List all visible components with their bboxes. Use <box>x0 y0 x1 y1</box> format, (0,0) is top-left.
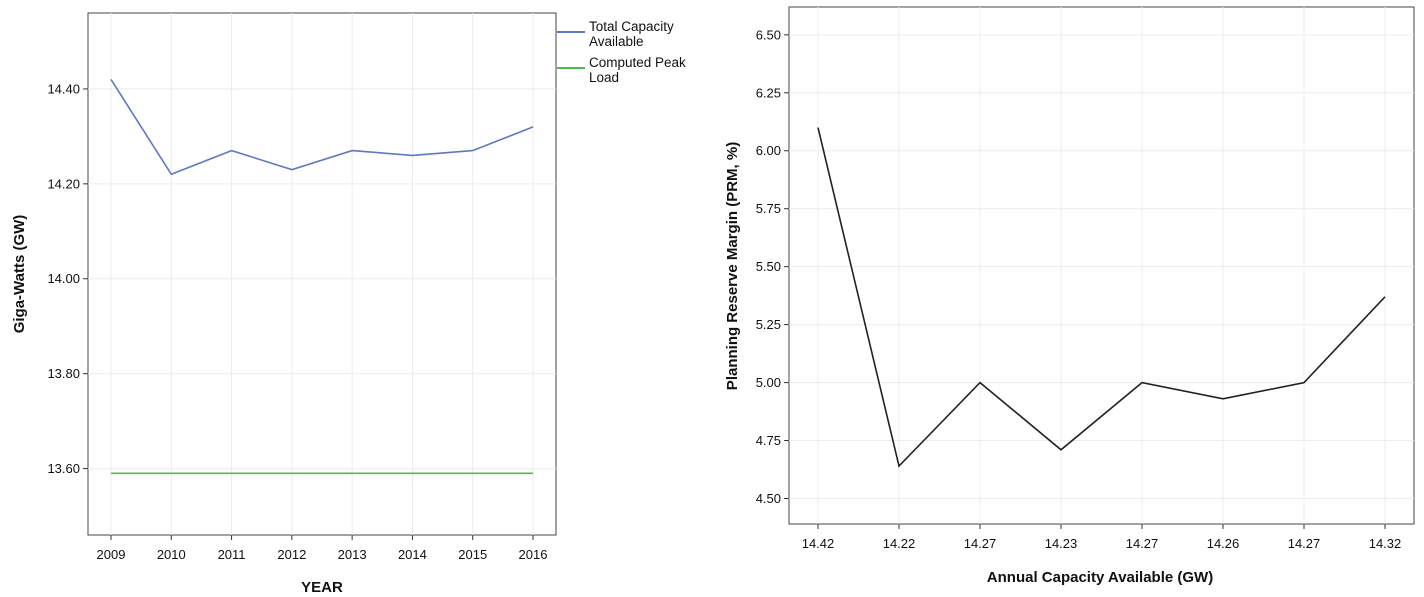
right-x-axis-title: Annual Capacity Available (GW) <box>987 569 1213 586</box>
x-tick-label: 2010 <box>157 547 186 562</box>
x-tick-label: 2015 <box>458 547 487 562</box>
x-tick-label: 14.26 <box>1207 536 1240 551</box>
series-line-0 <box>110 78 534 176</box>
x-tick-label: 2014 <box>398 547 427 562</box>
y-tick-label: 5.00 <box>756 375 781 390</box>
left-series-lines <box>110 78 534 475</box>
left-legend: Total Capacity Available Computed Peak Load <box>557 19 686 85</box>
y-tick-label: 14.00 <box>47 271 80 286</box>
y-tick-label: 6.25 <box>756 85 781 100</box>
y-tick-label: 13.80 <box>47 366 80 381</box>
x-tick-label: 2016 <box>519 547 548 562</box>
x-tick-label: 14.42 <box>802 536 835 551</box>
left-y-axis-title: Giga-Watts (GW) <box>11 215 28 334</box>
right-y-axis-title: Planning Reserve Margin (PRM, %) <box>724 142 741 390</box>
right-gridlines <box>789 7 1414 524</box>
series-line-0 <box>817 127 1386 468</box>
legend-item-0: Total Capacity Available <box>557 19 674 49</box>
x-tick-label: 14.27 <box>1288 536 1321 551</box>
y-tick-label: 5.25 <box>756 317 781 332</box>
right-series-lines <box>817 127 1386 468</box>
x-tick-label: 2013 <box>338 547 367 562</box>
right-x-axis-ticks: 14.42 14.22 14.27 14.23 14.27 14.26 14.27 14.32 <box>802 524 1402 551</box>
left-x-axis-ticks: 2009 2010 2011 2012 2013 2014 2015 2016 <box>97 535 548 562</box>
y-tick-label: 5.75 <box>756 201 781 216</box>
y-tick-label: 14.20 <box>47 176 80 191</box>
legend-item-1: Computed Peak Load <box>557 55 686 85</box>
x-tick-label: 2012 <box>277 547 306 562</box>
x-tick-label: 14.27 <box>1126 536 1159 551</box>
left-gridlines <box>88 13 556 535</box>
x-tick-label: 2011 <box>218 547 246 562</box>
prm-vs-capacity-chart: 4.50 4.75 5.00 5.25 5.50 5.75 6.00 6.25 6.50 14.… <box>724 6 1415 586</box>
y-tick-label: 4.50 <box>756 491 781 506</box>
x-tick-label: 2009 <box>97 547 126 562</box>
legend-label: Total Capacity Available <box>589 19 674 49</box>
y-tick-label: 5.50 <box>756 259 781 274</box>
y-tick-label: 13.60 <box>47 461 80 476</box>
left-x-axis-title: YEAR <box>301 579 343 596</box>
y-tick-label: 6.00 <box>756 143 781 158</box>
right-plot-area <box>788 6 1415 525</box>
x-tick-label: 14.23 <box>1045 536 1078 551</box>
y-tick-label: 4.75 <box>756 433 781 448</box>
x-tick-label: 14.22 <box>883 536 916 551</box>
x-tick-label: 14.27 <box>964 536 997 551</box>
y-tick-label: 14.40 <box>47 81 80 96</box>
left-plot-area <box>87 12 557 536</box>
left-y-axis-ticks: 13.60 13.80 14.00 14.20 14.40 <box>47 81 88 476</box>
y-tick-label: 6.50 <box>756 27 781 42</box>
right-y-axis-ticks: 4.50 4.75 5.00 5.25 5.50 5.75 6.00 6.25 6.50 <box>756 27 789 506</box>
legend-label: Computed Peak Load <box>589 55 686 85</box>
x-tick-label: 14.32 <box>1369 536 1402 551</box>
